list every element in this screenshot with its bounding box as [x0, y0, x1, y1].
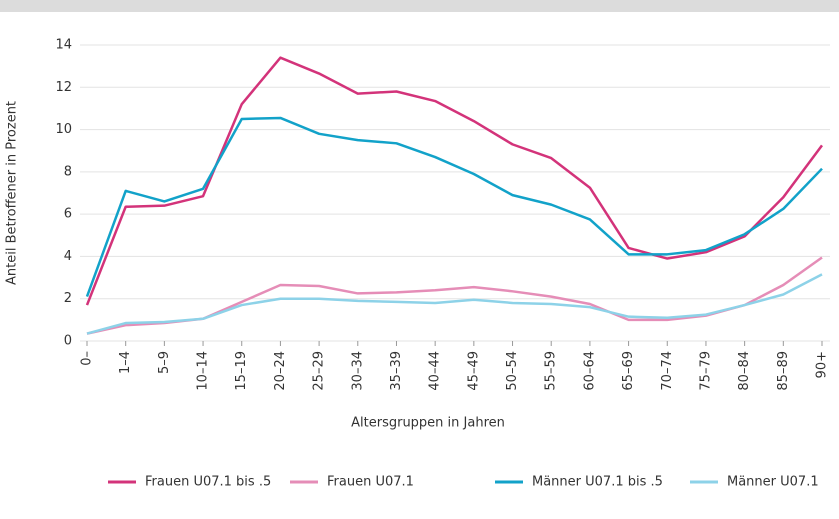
line-series	[86, 256, 823, 335]
x-tick-label: 5–9	[157, 351, 172, 374]
y-tick-label: 8	[64, 164, 72, 179]
x-tick-label: 35–39	[389, 351, 404, 391]
line-series	[86, 273, 823, 335]
y-tick-label: 12	[55, 80, 72, 95]
x-tick-label: 65–69	[621, 351, 636, 391]
x-tick-label: 45–49	[466, 351, 481, 391]
y-axis-title: Anteil Betroffener in Prozent	[5, 101, 20, 285]
x-tick-label: 10–14	[196, 351, 211, 391]
x-axis-title: Altersgruppen in Jahren	[351, 416, 505, 431]
x-tick-label: 0–	[80, 351, 95, 366]
x-tick-label: 90+	[815, 351, 830, 378]
x-tick-label: 50–54	[505, 351, 520, 391]
x-tick-label: 70–74	[660, 351, 675, 391]
x-tick-label: 40–44	[428, 351, 443, 391]
y-tick-label: 6	[64, 207, 72, 222]
top-bar	[0, 0, 839, 12]
x-tick-label: 80–84	[737, 351, 752, 391]
y-tick-label: 14	[55, 38, 72, 53]
y-tick-label: 4	[64, 249, 72, 264]
x-tick-label: 30–34	[350, 351, 365, 391]
legend-label: Männer U07.1	[727, 475, 819, 490]
x-tick-label: 20–24	[273, 351, 288, 391]
x-tick-label: 60–64	[582, 351, 597, 391]
y-tick-label: 2	[64, 291, 72, 306]
y-tick-label: 10	[55, 122, 72, 137]
legend-label: Frauen U07.1 bis .5	[145, 475, 271, 490]
legend-label: Frauen U07.1	[327, 475, 414, 490]
x-tick-label: 1–4	[118, 351, 133, 374]
line-series	[85, 56, 824, 306]
line-series	[85, 116, 823, 298]
x-tick-label: 85–89	[776, 351, 791, 391]
legend-label: Männer U07.1 bis .5	[532, 475, 663, 490]
x-tick-label: 25–29	[312, 351, 327, 391]
y-tick-label: 0	[64, 334, 72, 349]
x-tick-label: 75–79	[698, 351, 713, 391]
x-tick-label: 55–59	[544, 351, 559, 391]
x-tick-label: 15–19	[234, 351, 249, 391]
